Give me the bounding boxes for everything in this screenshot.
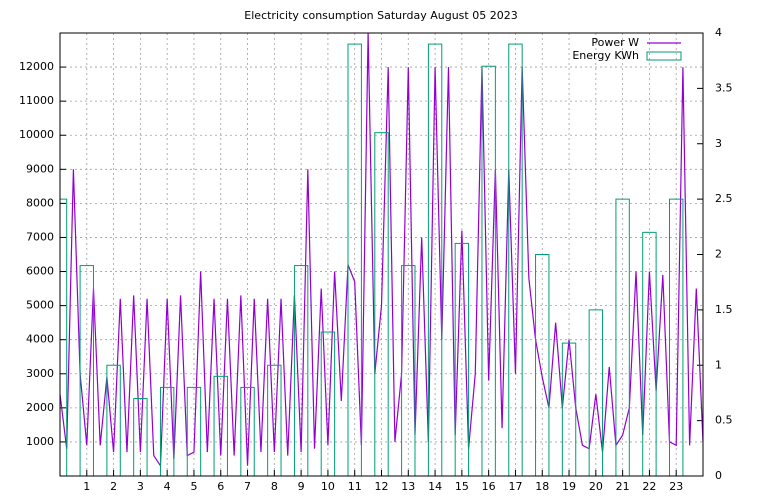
x-tick-label: 9: [298, 480, 305, 493]
energy-box: [267, 364, 282, 476]
energy-box: [106, 364, 121, 476]
y-tick-label: 7000: [26, 230, 54, 243]
energy-box: [454, 242, 470, 476]
y2-tick-label: 3: [715, 137, 722, 150]
energy-box: [374, 132, 389, 476]
energy-box: [535, 254, 550, 476]
energy-box: [615, 198, 630, 476]
y2-tick-label: 0: [715, 469, 722, 482]
y-tick-label: 1000: [26, 435, 54, 448]
power-line: [60, 33, 703, 468]
x-tick-label: 13: [401, 480, 415, 493]
legend-label: Power W: [591, 36, 639, 49]
y-tick-label: 8000: [26, 196, 54, 209]
y-tick-label: 5000: [26, 299, 54, 312]
y-tick-label: 10000: [19, 128, 54, 141]
y-tick-label: 9000: [26, 162, 54, 175]
y2-tick-label: 2: [715, 248, 722, 261]
x-tick-label: 12: [375, 480, 389, 493]
x-tick-label: 20: [589, 480, 603, 493]
x-tick-label: 6: [217, 480, 224, 493]
x-tick-label: 23: [669, 480, 683, 493]
y2-tick-label: 1.5: [715, 303, 733, 316]
x-tick-label: 8: [271, 480, 278, 493]
x-tick-label: 1: [83, 480, 90, 493]
y2-tick-label: 4: [715, 26, 722, 39]
energy-box: [186, 386, 202, 476]
x-tick-label: 16: [482, 480, 496, 493]
y-tick-label: 12000: [19, 60, 54, 73]
energy-box: [60, 198, 68, 476]
x-tick-label: 21: [616, 480, 630, 493]
energy-box: [588, 309, 604, 476]
y2-tick-label: 1: [715, 358, 722, 371]
energy-box: [213, 375, 228, 476]
energy-box: [561, 342, 577, 476]
energy-box: [642, 231, 657, 476]
legend-label: Energy KWh: [572, 49, 639, 62]
energy-box: [669, 198, 684, 476]
x-tick-label: 15: [455, 480, 469, 493]
y2-tick-label: 2.5: [715, 192, 733, 205]
x-tick-label: 4: [164, 480, 171, 493]
x-tick-label: 7: [244, 480, 251, 493]
energy-box: [79, 265, 94, 476]
chart-title: Electricity consumption Saturday August …: [244, 9, 517, 22]
y-tick-label: 2000: [26, 401, 54, 414]
x-tick-label: 14: [428, 480, 442, 493]
y-tick-label: 6000: [26, 265, 54, 278]
x-tick-label: 5: [190, 480, 197, 493]
x-tick-label: 3: [137, 480, 144, 493]
y-tick-label: 3000: [26, 367, 54, 380]
energy-box: [320, 331, 336, 476]
x-tick-label: 19: [562, 480, 576, 493]
legend-swatch: [646, 51, 682, 61]
energy-box: [401, 265, 416, 476]
y2-tick-label: 0.5: [715, 414, 733, 427]
x-tick-label: 10: [321, 480, 335, 493]
x-tick-label: 17: [508, 480, 522, 493]
x-tick-label: 11: [348, 480, 362, 493]
x-tick-label: 2: [110, 480, 117, 493]
y2-tick-label: 3.5: [715, 81, 733, 94]
energy-box: [133, 397, 148, 476]
plot-area: [60, 33, 703, 476]
y-tick-label: 11000: [19, 94, 54, 107]
energy-box: [293, 265, 309, 476]
x-tick-label: 22: [642, 480, 656, 493]
y-tick-label: 4000: [26, 333, 54, 346]
plot-frame: [59, 32, 704, 477]
x-tick-label: 18: [535, 480, 549, 493]
